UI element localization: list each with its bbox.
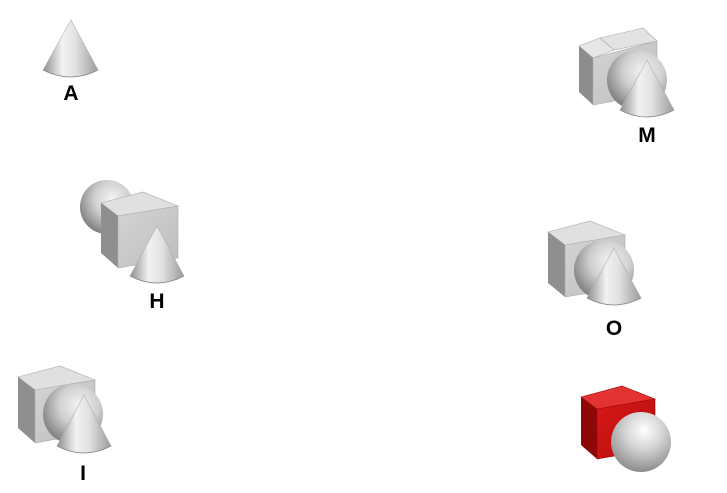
cone-icon	[586, 247, 642, 306]
label-o: O	[606, 317, 622, 340]
group-h: H	[80, 180, 185, 313]
group-a: A	[42, 19, 99, 105]
cone-icon	[129, 225, 185, 284]
label-m: M	[638, 124, 656, 147]
label-i: I	[80, 462, 86, 485]
cone-icon	[42, 19, 99, 78]
group-red	[580, 385, 671, 472]
label-a: A	[63, 82, 78, 105]
cone-icon	[619, 59, 675, 118]
cone-icon	[56, 394, 112, 454]
label-h: H	[149, 290, 164, 313]
group-o: O	[547, 220, 642, 340]
group-m: M	[578, 27, 675, 147]
sphere-icon	[611, 412, 671, 472]
group-i: I	[17, 365, 112, 485]
